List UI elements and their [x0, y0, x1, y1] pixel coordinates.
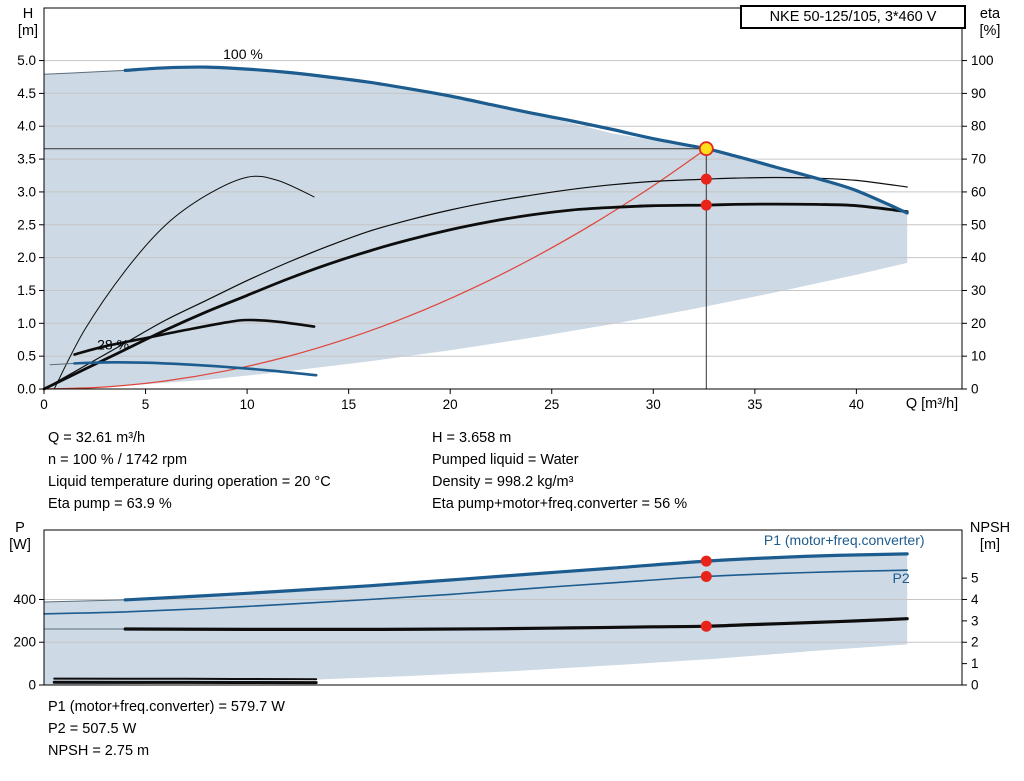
right-tick-label: 60	[971, 184, 986, 199]
right-tick-label: 4	[971, 592, 979, 607]
left-tick-label: 2.5	[17, 217, 36, 232]
plot-border	[43, 7, 963, 390]
result-line-npsh: NPSH = 2.75 m	[48, 743, 150, 759]
series-eta-total-28	[73, 318, 316, 356]
p-axis-title-line2: [W]	[9, 537, 31, 553]
eta-axis-title-line1: eta	[979, 6, 1001, 22]
left-tick-label: 0.0	[17, 382, 36, 397]
bottom-tick-label: 25	[544, 397, 559, 412]
series-eta-total-100	[42, 202, 909, 391]
left-tick-label: 400	[13, 592, 36, 607]
right-tick-label: 2	[971, 635, 979, 650]
results-bottom: P1 (motor+freq.converter) = 579.7 W P2 =…	[48, 696, 285, 762]
right-tick-label: 0	[971, 678, 979, 693]
right-tick-label: 80	[971, 119, 986, 134]
right-tick-label: 10	[971, 349, 986, 364]
p-axis-title: P [W]	[2, 520, 38, 554]
results-top-left: Q = 32.61 m³/h n = 100 % / 1742 rpm Liqu…	[48, 427, 331, 515]
left-tick-label: 4.5	[17, 86, 36, 101]
right-tick-label: 1	[971, 656, 979, 671]
result-line-speed: n = 100 % / 1742 rpm	[48, 452, 188, 468]
npsh-axis-title-line1: NPSH	[969, 520, 1011, 536]
left-tick-label: 0	[28, 678, 36, 693]
result-line-density: Density = 998.2 kg/m³	[432, 474, 574, 490]
curve-label: P1 (motor+freq.converter)	[764, 532, 925, 548]
hq-eta-chart: 0.0 0.5 1.0 1.5 2.0 2.5 3.0 3.5 4.0 4.5 5.0 0 10 20 30…	[17, 7, 994, 412]
operating-envelope	[44, 553, 908, 685]
h-axis-title-line2: [m]	[17, 23, 39, 39]
eta-axis-title: eta [%]	[967, 6, 1013, 40]
right-tick-label: 50	[971, 217, 986, 232]
npsh-point	[700, 620, 712, 632]
series-pump-curve-28	[73, 361, 318, 377]
bottom-tick-label: 35	[747, 397, 762, 412]
series-control-curve-parabola	[43, 148, 707, 390]
right-tick-label: 70	[971, 152, 986, 167]
left-tick-label: 5.0	[17, 53, 36, 68]
bottom-tick-label: 15	[341, 397, 356, 412]
result-line-p2: P2 = 507.5 W	[48, 721, 137, 737]
p-axis-title-line1: P	[15, 520, 25, 536]
result-line-p1: P1 (motor+freq.converter) = 579.7 W	[48, 699, 285, 715]
bottom-tick-label: 0	[40, 397, 48, 412]
operating-envelope	[44, 67, 908, 389]
result-line-eta-pump: Eta pump = 63.9 %	[48, 496, 172, 512]
right-tick-label: 90	[971, 86, 986, 101]
right-tick-label: 30	[971, 283, 986, 298]
pump-title-box: NKE 50-125/105, 3*460 V	[740, 5, 966, 29]
left-tick-label: 3.5	[17, 152, 36, 167]
curve-label: 100 %	[223, 46, 263, 62]
result-line-temperature: Liquid temperature during operation = 20…	[48, 474, 331, 490]
series-pump-curve-28-lead	[49, 362, 75, 366]
series-eta-pump-28	[53, 175, 315, 390]
right-tick-label: 5	[971, 571, 979, 586]
bottom-tick-label: 20	[443, 397, 458, 412]
series-pump-curve-100-lead	[43, 69, 126, 75]
right-tick-label: 0	[971, 382, 979, 397]
series-p1-curve-28	[53, 677, 318, 681]
p2-point	[700, 571, 712, 582]
bottom-tick-label: 5	[142, 397, 150, 412]
left-tick-label: 3.0	[17, 184, 36, 199]
result-line-liquid: Pumped liquid = Water	[432, 452, 579, 468]
duty-point[interactable]	[698, 141, 714, 157]
left-tick-label: 200	[13, 635, 36, 650]
series-p2-curve	[43, 569, 908, 615]
npsh-axis-title: NPSH [m]	[962, 520, 1018, 554]
curve-label: P2	[893, 570, 910, 586]
right-tick-label: 20	[971, 316, 986, 331]
right-tick-label: 40	[971, 250, 986, 265]
left-tick-label: 2.0	[17, 250, 36, 265]
results-top-right: H = 3.658 m Pumped liquid = Water Densit…	[432, 427, 687, 515]
left-tick-label: 4.0	[17, 119, 36, 134]
p1-point	[700, 555, 712, 567]
bottom-tick-label: 40	[849, 397, 864, 412]
q-axis-title: Q [m³/h]	[905, 396, 959, 412]
h-axis-title: H [m]	[10, 6, 46, 40]
power-npsh-chart: 0 200 400 0 1 2 3 4 5 P1 (motor+freq.converter) P2	[13, 529, 979, 693]
series-p1-lead	[43, 599, 126, 603]
series-npsh-curve	[123, 617, 909, 632]
bottom-tick-label: 10	[240, 397, 255, 412]
result-line-q: Q = 32.61 m³/h	[48, 430, 146, 446]
series-pump-curve-100	[123, 65, 909, 215]
right-tick-label: 3	[971, 613, 979, 628]
result-line-eta-total: Eta pump+motor+freq.converter = 56 %	[432, 496, 688, 512]
right-tick-label: 100	[971, 53, 994, 68]
plot-border	[43, 529, 963, 686]
h-axis-title-line1: H	[22, 6, 34, 22]
left-tick-label: 0.5	[17, 349, 36, 364]
series-p1-curve	[123, 552, 909, 602]
bottom-tick-label: 30	[646, 397, 661, 412]
npsh-axis-title-line2: [m]	[979, 537, 1001, 553]
result-line-h: H = 3.658 m	[432, 430, 512, 446]
eta-axis-title-line2: [%]	[979, 23, 1001, 39]
left-tick-label: 1.5	[17, 283, 36, 298]
curve-label: 28 %	[97, 337, 129, 353]
series-eta-pump-100	[43, 176, 908, 390]
eta-pump-point	[700, 173, 712, 185]
eta-total-point	[700, 199, 712, 211]
left-tick-label: 1.0	[17, 316, 36, 331]
